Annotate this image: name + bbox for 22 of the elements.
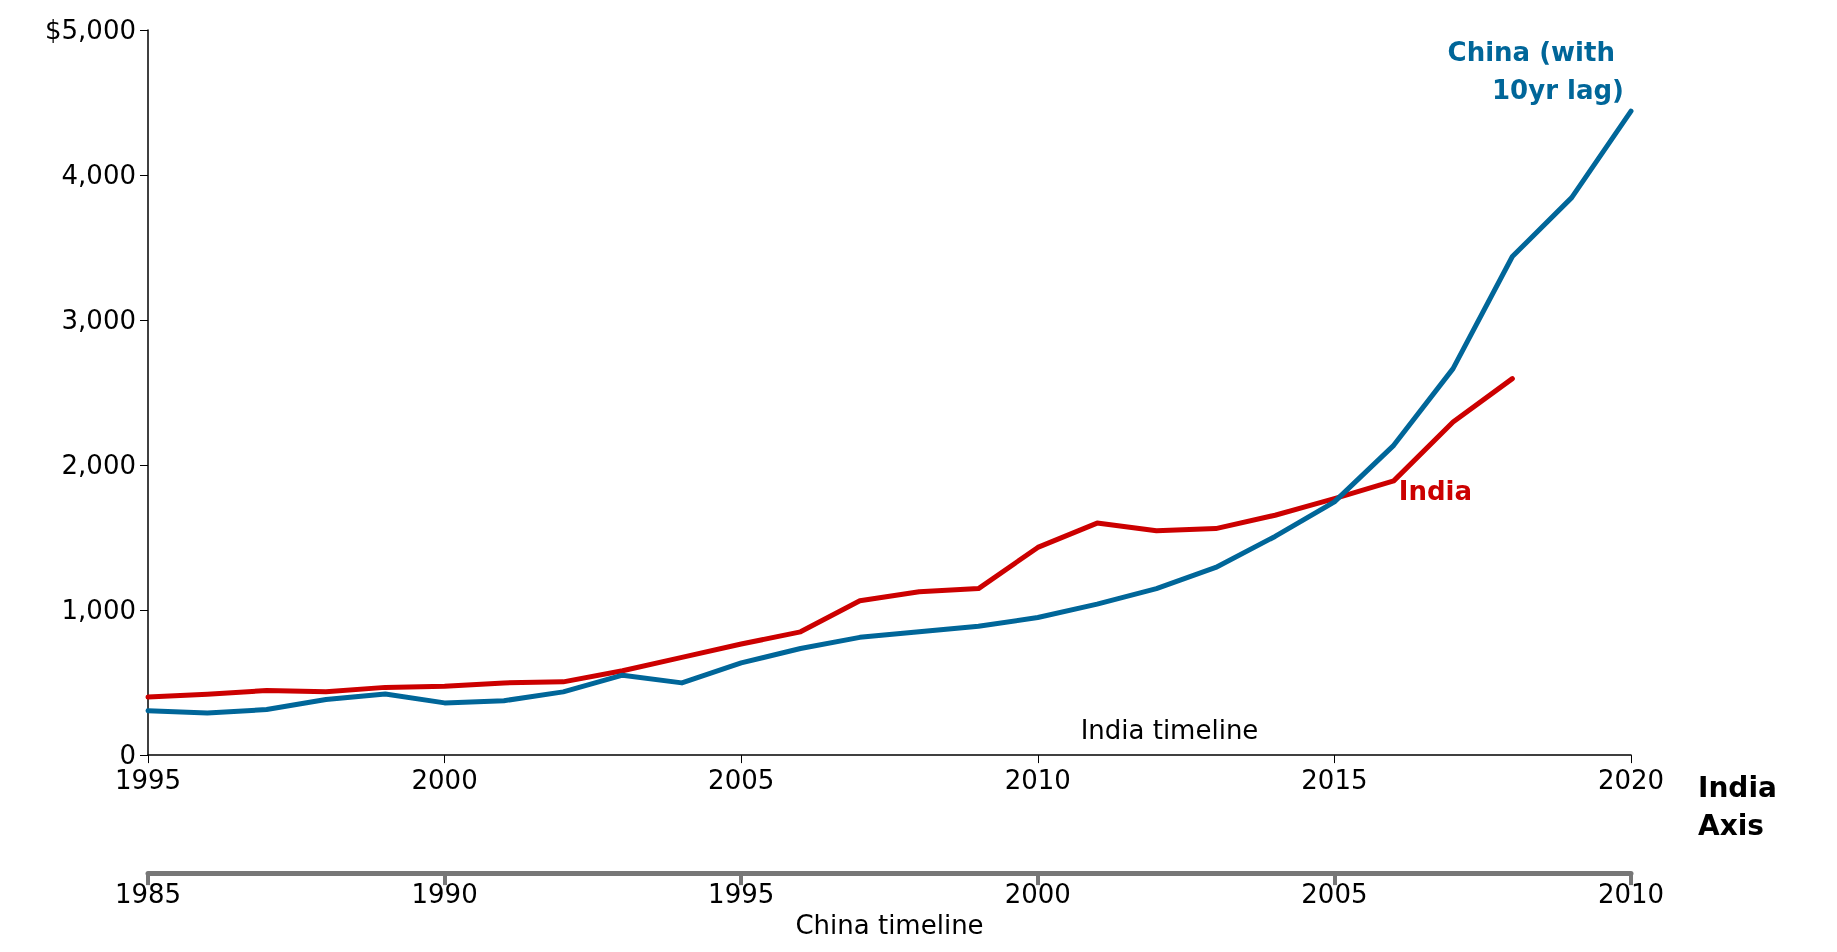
x2-axis-title: China timeline [795, 910, 984, 940]
y-tick-label: 1,000 [61, 595, 136, 626]
y-tick-label: 2,000 [61, 450, 136, 481]
x2-tick-label: 2010 [1597, 879, 1665, 910]
x2-tick-label: 1995 [708, 879, 775, 910]
x-axis-title: India timeline [1080, 715, 1259, 746]
series-label: China (with 10yr lag) [1447, 37, 1624, 106]
x2-tick-label: 2005 [1301, 879, 1368, 910]
x2-tick-label: 1985 [114, 879, 182, 910]
x-tick-label: 1995 [114, 765, 182, 796]
x-tick-label: 2005 [708, 765, 775, 796]
series-label: India [1398, 475, 1472, 506]
y-tick-label: $5,000 [45, 15, 136, 45]
x2-tick-label: 1990 [411, 879, 478, 910]
x-tick-label: 2010 [1004, 765, 1071, 796]
x-tick-label: 2020 [1597, 765, 1665, 796]
x-tick-label: 2000 [411, 765, 478, 796]
x-tick-label: 2015 [1301, 765, 1368, 796]
x2-tick-label: 2000 [1004, 879, 1071, 910]
y-tick-label: 4,000 [61, 160, 136, 191]
text: India Axis [1698, 770, 1787, 842]
y-tick-label: 3,000 [61, 305, 136, 336]
